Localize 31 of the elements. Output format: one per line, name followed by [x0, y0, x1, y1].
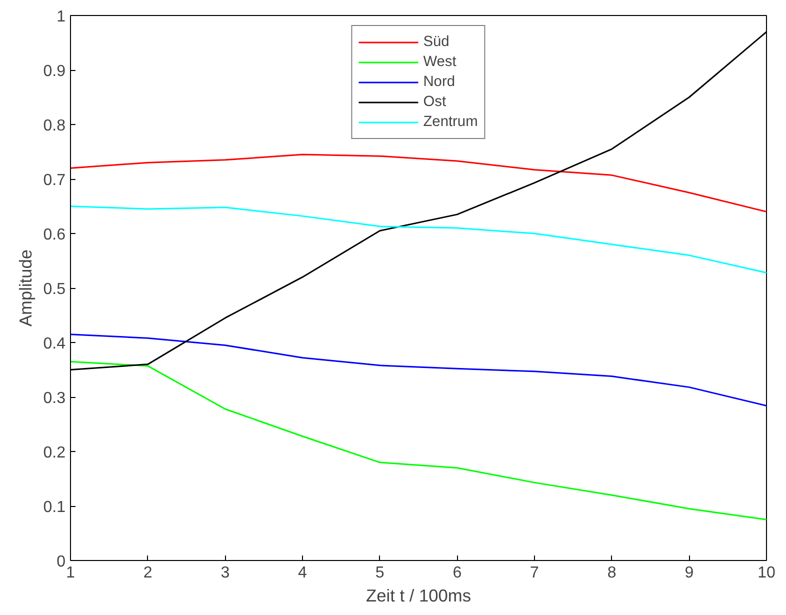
y-tick-label: 0.1 [43, 499, 66, 516]
y-tick-label: 0.9 [43, 63, 66, 80]
legend-label: Nord [423, 74, 455, 90]
x-tick-label: 8 [607, 564, 616, 582]
x-tick-label: 9 [684, 564, 694, 582]
x-tick-label: 6 [452, 564, 462, 582]
line-series [70, 360, 766, 520]
y-tick-label: 0.8 [43, 118, 66, 134]
y-tick-label: 0.6 [43, 226, 66, 244]
line-series [70, 334, 766, 406]
line-series [70, 154, 766, 212]
y-tick-label: 0.2 [43, 444, 66, 462]
y-tick-label: 0 [56, 554, 66, 570]
y-tick-label: 0.5 [43, 281, 66, 298]
x-tick-label: 5 [375, 564, 384, 582]
x-tick-label: 2 [143, 564, 152, 582]
x-tick-label: 7 [530, 564, 540, 582]
x-tick-label: 10 [758, 564, 776, 582]
x-axis-title: Zeit t / 100ms [366, 586, 472, 606]
legend-label: Zentrum [423, 114, 478, 130]
legend-label: Ost [423, 94, 446, 110]
x-tick-label: 3 [220, 564, 230, 582]
y-tick-label: 0.3 [43, 390, 66, 407]
y-tick-label: 0.7 [43, 172, 66, 189]
legend-label: Süd [423, 34, 450, 50]
x-tick-label: 4 [298, 564, 308, 582]
line-series [70, 206, 766, 274]
y-axis-title: Amplitude [15, 249, 36, 327]
y-tick-label: 0.4 [43, 336, 66, 352]
y-tick-label: 1 [56, 8, 66, 26]
legend-label: West [423, 54, 456, 70]
